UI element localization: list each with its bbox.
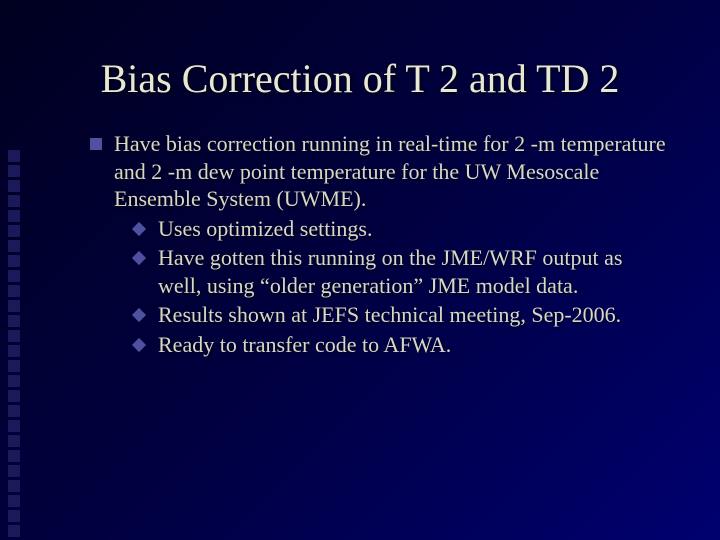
bullet-level1: Have bias correction running in real-tim…	[90, 130, 670, 213]
side-square-icon	[8, 480, 20, 492]
side-square-icon	[8, 150, 20, 162]
side-square-icon	[8, 420, 20, 432]
sub-bullet-list: Uses optimized settings. Have gotten thi…	[132, 215, 670, 359]
side-square-icon	[8, 165, 20, 177]
side-square-icon	[8, 510, 20, 522]
side-square-icon	[8, 465, 20, 477]
bullet-level2: Have gotten this running on the JME/WRF …	[132, 244, 670, 299]
side-square-icon	[8, 285, 20, 297]
diamond-bullet-icon	[132, 308, 146, 322]
bullet-level2-text: Have gotten this running on the JME/WRF …	[158, 244, 670, 299]
side-square-icon	[8, 330, 20, 342]
side-square-icon	[8, 525, 20, 537]
diamond-bullet-icon	[132, 337, 146, 351]
bullet-level2: Ready to transfer code to AFWA.	[132, 331, 670, 359]
side-square-icon	[8, 405, 20, 417]
side-square-icon	[8, 375, 20, 387]
side-square-icon	[8, 195, 20, 207]
side-square-icon	[8, 495, 20, 507]
side-square-icon	[8, 300, 20, 312]
side-square-icon	[8, 315, 20, 327]
side-square-icon	[8, 390, 20, 402]
bullet-level2-text: Results shown at JEFS technical meeting,…	[158, 301, 670, 329]
side-square-icon	[8, 210, 20, 222]
bullet-level2-text: Ready to transfer code to AFWA.	[158, 331, 670, 359]
side-square-icon	[8, 240, 20, 252]
slide-body: Have bias correction running in real-tim…	[90, 130, 670, 358]
side-square-icon	[8, 225, 20, 237]
square-bullet-icon	[90, 138, 102, 150]
bullet-level2: Uses optimized settings.	[132, 215, 670, 243]
side-square-icon	[8, 180, 20, 192]
slide-content: Bias Correction of T 2 and TD 2 Have bia…	[0, 0, 720, 400]
diamond-bullet-icon	[132, 251, 146, 265]
bullet-level1-text: Have bias correction running in real-tim…	[114, 130, 670, 213]
bullet-level2-text: Uses optimized settings.	[158, 215, 670, 243]
side-square-icon	[8, 450, 20, 462]
side-square-icon	[8, 360, 20, 372]
side-square-icon	[8, 270, 20, 282]
side-decoration	[8, 150, 20, 537]
side-square-icon	[8, 345, 20, 357]
side-square-icon	[8, 255, 20, 267]
slide-title: Bias Correction of T 2 and TD 2	[50, 55, 670, 102]
diamond-bullet-icon	[132, 221, 146, 235]
side-square-icon	[8, 435, 20, 447]
bullet-level2: Results shown at JEFS technical meeting,…	[132, 301, 670, 329]
